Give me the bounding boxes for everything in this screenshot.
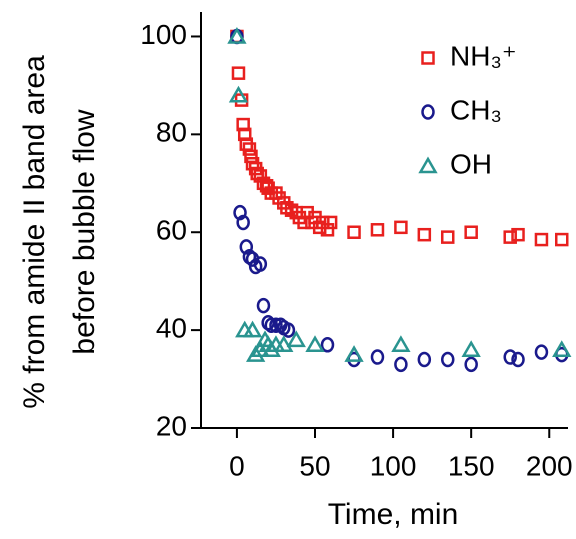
marker bbox=[253, 256, 268, 272]
marker bbox=[511, 227, 525, 242]
legend-label: NH₃⁺ bbox=[450, 40, 517, 71]
y-tick-label: 100 bbox=[140, 19, 187, 50]
x-tick-label: 200 bbox=[526, 450, 573, 481]
marker bbox=[242, 142, 257, 156]
marker bbox=[305, 335, 325, 353]
y-axis-title: before bubble flow bbox=[68, 109, 101, 355]
marker bbox=[233, 204, 247, 221]
marker bbox=[261, 340, 281, 357]
marker bbox=[503, 230, 517, 244]
legend-label: CH₃ bbox=[450, 94, 502, 125]
y-tick-label: 60 bbox=[156, 215, 187, 246]
marker bbox=[323, 215, 338, 230]
marker bbox=[242, 320, 263, 338]
marker bbox=[534, 344, 549, 360]
marker bbox=[461, 340, 481, 357]
marker bbox=[464, 225, 478, 239]
marker bbox=[417, 227, 432, 242]
marker bbox=[256, 297, 271, 314]
x-axis-title: Time, min bbox=[328, 498, 459, 531]
marker bbox=[503, 349, 517, 365]
marker bbox=[370, 349, 385, 365]
marker bbox=[236, 214, 250, 231]
marker bbox=[320, 223, 335, 237]
marker bbox=[534, 232, 549, 247]
marker bbox=[394, 356, 408, 373]
marker bbox=[245, 345, 266, 362]
legend-marker bbox=[421, 51, 435, 65]
marker bbox=[417, 351, 432, 368]
y-axis-title: % from amide II band area bbox=[18, 55, 51, 409]
marker bbox=[231, 66, 246, 80]
marker bbox=[347, 225, 361, 239]
legend-marker bbox=[421, 104, 435, 120]
marker bbox=[274, 335, 294, 353]
y-tick-label: 20 bbox=[156, 410, 187, 441]
marker bbox=[227, 26, 247, 44]
marker bbox=[250, 340, 271, 357]
marker bbox=[228, 85, 249, 103]
marker bbox=[370, 223, 385, 237]
marker bbox=[286, 330, 306, 348]
x-tick-label: 100 bbox=[370, 450, 417, 481]
marker bbox=[394, 220, 408, 235]
marker bbox=[264, 317, 279, 333]
y-tick-label: 40 bbox=[156, 313, 187, 344]
marker bbox=[552, 340, 572, 357]
marker bbox=[440, 230, 455, 244]
marker bbox=[391, 335, 411, 353]
marker bbox=[320, 337, 335, 353]
marker bbox=[440, 351, 455, 368]
legend-label: OH bbox=[450, 148, 492, 179]
x-tick-label: 0 bbox=[229, 450, 245, 481]
marker bbox=[239, 239, 254, 255]
x-tick-label: 150 bbox=[448, 450, 495, 481]
marker bbox=[281, 322, 296, 338]
y-tick-label: 80 bbox=[156, 117, 187, 148]
marker bbox=[555, 232, 569, 247]
marker bbox=[344, 345, 364, 362]
marker bbox=[464, 356, 478, 373]
x-tick-label: 50 bbox=[299, 450, 330, 481]
legend-marker bbox=[418, 156, 438, 174]
marker bbox=[269, 317, 283, 333]
marker bbox=[511, 351, 525, 368]
